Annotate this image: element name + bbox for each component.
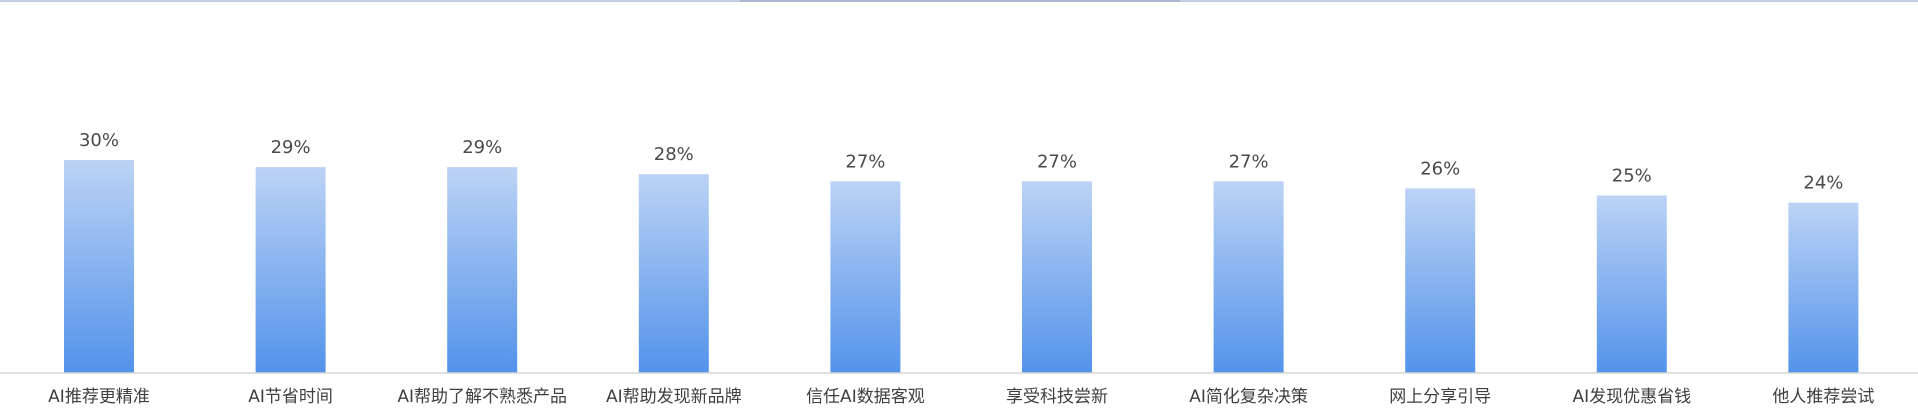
value-label-8: 26% bbox=[1420, 158, 1460, 179]
bar-1 bbox=[64, 160, 134, 373]
category-label-8: 网上分享引导 bbox=[1389, 387, 1491, 407]
value-label-5: 27% bbox=[845, 151, 885, 172]
category-label-10: 他人推荐尝试 bbox=[1772, 387, 1874, 407]
value-label-4: 28% bbox=[654, 144, 694, 165]
category-label-4: AI帮助发现新品牌 bbox=[606, 387, 742, 407]
value-label-9: 25% bbox=[1612, 166, 1652, 187]
category-label-3: AI帮助了解不熟悉产品 bbox=[397, 386, 567, 407]
category-labels-layer: AI推荐更精准 AI节省时间 AI帮助了解不熟悉产品 AI帮助发现新品牌 信任AI数据客… bbox=[48, 386, 1874, 407]
bar-6 bbox=[1022, 181, 1092, 373]
bar-5 bbox=[830, 181, 901, 373]
bar-3 bbox=[447, 167, 518, 373]
value-label-2: 29% bbox=[271, 137, 311, 158]
value-label-1: 30% bbox=[79, 130, 119, 151]
category-label-7: AI简化复杂决策 bbox=[1189, 387, 1308, 407]
category-label-9: AI发现优惠省钱 bbox=[1572, 387, 1691, 407]
category-label-1: AI推荐更精准 bbox=[48, 387, 150, 407]
bar-7 bbox=[1213, 181, 1284, 373]
category-label-5: 信任AI数据客观 bbox=[806, 387, 925, 407]
category-label-2: AI节省时间 bbox=[248, 387, 333, 407]
bar-4 bbox=[638, 174, 709, 373]
bar-2 bbox=[255, 167, 326, 373]
value-label-3: 29% bbox=[462, 137, 502, 158]
category-label-6: 享受科技尝新 bbox=[1006, 387, 1108, 407]
value-label-10: 24% bbox=[1803, 173, 1843, 194]
bar-8 bbox=[1405, 188, 1476, 373]
value-label-6: 27% bbox=[1037, 151, 1077, 172]
bar-9 bbox=[1596, 195, 1667, 373]
value-label-7: 27% bbox=[1229, 151, 1269, 172]
bar-10 bbox=[1788, 202, 1859, 373]
value-labels-layer: 30% 29% 29% 28% 27% 27% 27% 26% 25% 24% bbox=[79, 130, 1843, 194]
bars-layer bbox=[64, 160, 1859, 373]
